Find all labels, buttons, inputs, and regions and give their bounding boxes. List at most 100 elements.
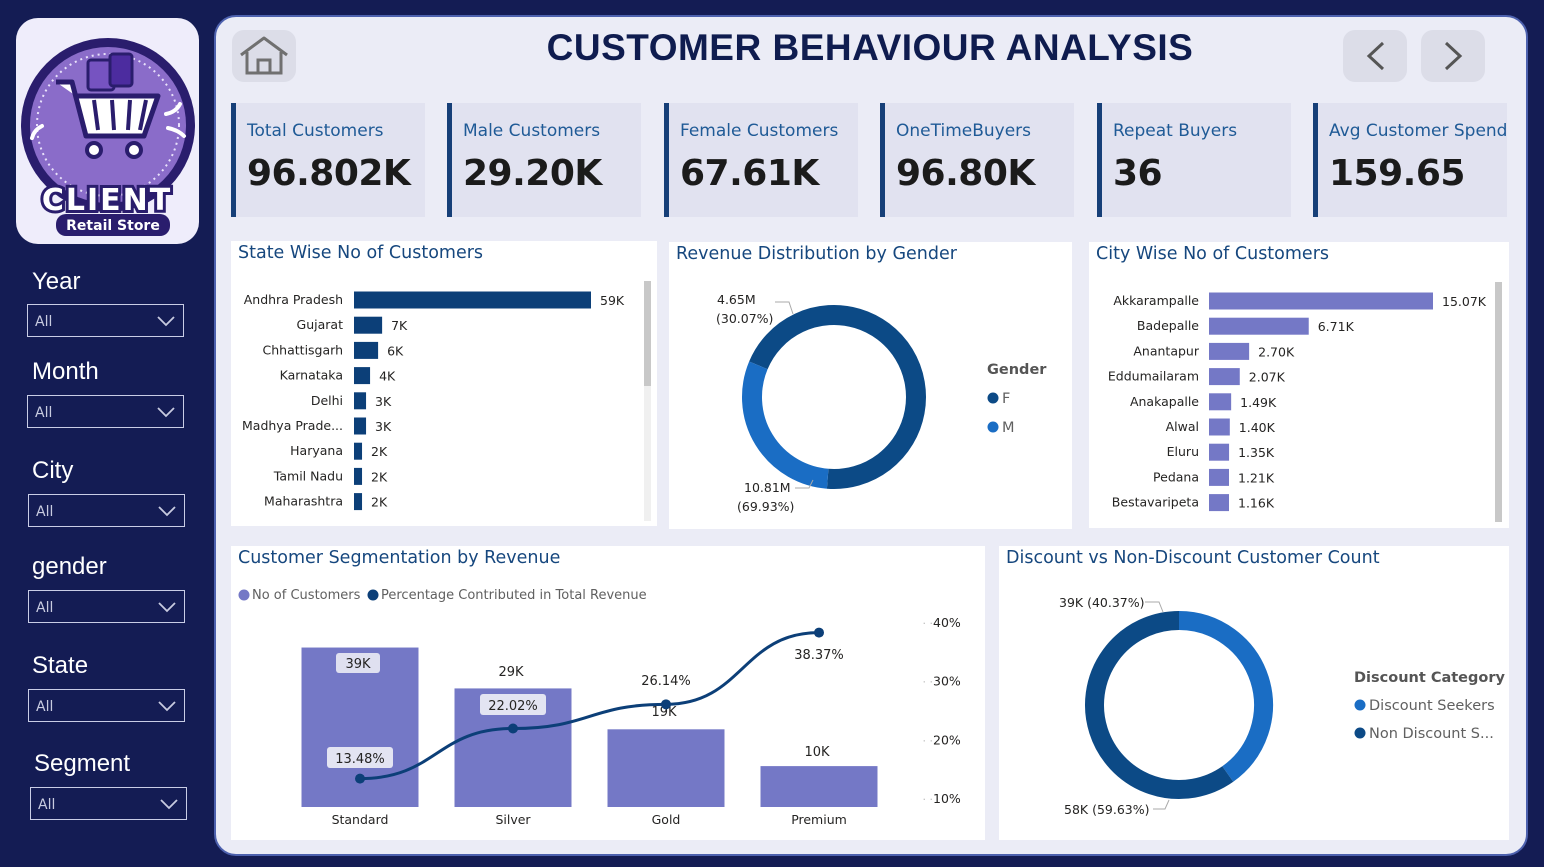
- gender-f-value-label: 10.81M: [744, 480, 791, 495]
- filter-dropdown-city[interactable]: All: [28, 494, 185, 527]
- category-label: Akkarampalle: [1113, 293, 1199, 308]
- line-point[interactable]: [661, 699, 671, 710]
- legend-label: No of Customers: [252, 588, 361, 603]
- category-label: Anantapur: [1133, 343, 1199, 358]
- bar[interactable]: [1209, 443, 1230, 461]
- bar[interactable]: [354, 291, 591, 309]
- kpi-value: 96.80K: [896, 153, 1035, 194]
- donut-slice-non-discount-s-[interactable]: [1085, 611, 1234, 799]
- bar[interactable]: [354, 392, 367, 410]
- donut-slice-m[interactable]: [742, 361, 829, 489]
- bar[interactable]: [1209, 342, 1250, 360]
- filter-label-year: Year: [32, 268, 81, 295]
- filter-dropdown-segment[interactable]: All: [30, 787, 187, 820]
- bar[interactable]: [1209, 468, 1229, 486]
- line-data-label: 38.37%: [794, 648, 844, 663]
- kpi-card-female-customers: Female Customers 67.61K: [664, 103, 858, 217]
- gender-chart-title: Revenue Distribution by Gender: [676, 244, 957, 264]
- category-label: Karnataka: [280, 368, 343, 383]
- filter-dropdown-month[interactable]: All: [27, 395, 184, 428]
- bar[interactable]: [1209, 494, 1229, 512]
- bar[interactable]: [1209, 292, 1433, 310]
- segment-chart-panel: Customer Segmentation by Revenue No of C…: [231, 546, 985, 840]
- tick-dots: · ·: [923, 793, 934, 806]
- legend-label: Percentage Contributed in Total Revenue: [381, 588, 647, 603]
- filter-label-segment: Segment: [34, 750, 131, 777]
- chevron-left-icon: [1366, 41, 1385, 71]
- line-data-label: 26.14%: [641, 674, 691, 689]
- filter-value: All: [35, 314, 53, 330]
- bar[interactable]: [354, 341, 379, 359]
- bar[interactable]: [1209, 393, 1232, 411]
- chevron-path: [158, 701, 176, 712]
- city-chart-title: City Wise No of Customers: [1096, 244, 1330, 264]
- state-chart-title: State Wise No of Customers: [238, 243, 484, 263]
- discount-chart-title: Discount vs Non-Discount Customer Count: [1006, 548, 1380, 568]
- line-point[interactable]: [508, 723, 518, 734]
- segment-bar[interactable]: [760, 766, 878, 807]
- category-label: Alwal: [1166, 419, 1199, 434]
- chevron-right-icon: [1444, 41, 1463, 71]
- tick-dots: · ·: [923, 734, 934, 747]
- category-label: Anakapalle: [1130, 394, 1199, 409]
- home-button[interactable]: [232, 30, 296, 82]
- tick-dots: · ·: [923, 676, 934, 689]
- y2-tick-label: 20%: [933, 732, 961, 747]
- filter-label-gender: gender: [32, 553, 107, 580]
- filter-dropdown-state[interactable]: All: [28, 689, 185, 722]
- segment-chart-title: Customer Segmentation by Revenue: [238, 548, 561, 568]
- line-point[interactable]: [355, 773, 365, 784]
- scrollbar-thumb[interactable]: [644, 281, 651, 386]
- kpi-card-total-customers: Total Customers 96.802K: [231, 103, 425, 217]
- discount-seekers-label: 39K (40.37%): [1059, 595, 1145, 610]
- data-label: 3K: [375, 419, 392, 434]
- category-label: Badepalle: [1137, 318, 1199, 333]
- chevron-down-icon: [158, 701, 176, 712]
- filter-dropdown-year[interactable]: All: [27, 304, 184, 337]
- filter-dropdown-gender[interactable]: All: [28, 590, 185, 623]
- leader-line: [795, 479, 814, 489]
- bar[interactable]: [354, 367, 371, 385]
- data-label-box: [327, 747, 393, 768]
- scrollbar-thumb[interactable]: [1495, 282, 1502, 522]
- category-label: Bestavaripeta: [1112, 495, 1199, 510]
- kpi-label: Repeat Buyers: [1113, 121, 1238, 141]
- data-label: 4K: [379, 369, 396, 384]
- city-bar-chart: Akkarampalle 15.07K Badepalle 6.71K Anantapu…: [1108, 282, 1502, 522]
- revenue-percent-line: [359, 631, 820, 781]
- category-label: Eddumailaram: [1108, 369, 1199, 384]
- segment-bar[interactable]: [607, 729, 725, 807]
- previous-page-button[interactable]: [1343, 30, 1407, 82]
- category-label: Eluru: [1167, 444, 1199, 459]
- y2-tick-label: 30%: [933, 674, 961, 689]
- kpi-value: 67.61K: [680, 153, 819, 194]
- bar[interactable]: [1209, 418, 1230, 436]
- bar[interactable]: [354, 493, 363, 511]
- page-title: CUSTOMER BEHAVIOUR ANALYSIS: [546, 27, 1194, 68]
- bar-data-label: 19K: [651, 705, 677, 720]
- chevron-down-icon: [158, 506, 176, 517]
- bar[interactable]: [1209, 317, 1309, 335]
- data-label-box: [336, 653, 380, 673]
- bar[interactable]: [1209, 368, 1240, 386]
- next-page-button[interactable]: [1421, 30, 1485, 82]
- bar[interactable]: [354, 417, 367, 435]
- scrollbar-track[interactable]: [644, 281, 651, 521]
- filter-label-city: City: [32, 457, 74, 484]
- bar[interactable]: [354, 316, 383, 334]
- legend-title: Discount Category: [1354, 670, 1506, 686]
- donut-slice-f[interactable]: [749, 305, 926, 489]
- logo-text: CLIENT: [42, 183, 172, 218]
- chevron-path: [160, 799, 178, 810]
- data-label: 1.21K: [1238, 470, 1275, 485]
- line-point[interactable]: [814, 627, 824, 638]
- category-label: Standard: [332, 812, 389, 827]
- bar[interactable]: [354, 467, 363, 485]
- chevron-path: [158, 506, 176, 517]
- bar[interactable]: [354, 442, 363, 460]
- data-label: 59K: [600, 293, 625, 308]
- chevron-path: [157, 407, 175, 418]
- donut-slice-discount-seekers[interactable]: [1178, 611, 1273, 782]
- kpi-card-male-customers: Male Customers 29.20K: [447, 103, 641, 217]
- data-label: 2K: [371, 495, 388, 510]
